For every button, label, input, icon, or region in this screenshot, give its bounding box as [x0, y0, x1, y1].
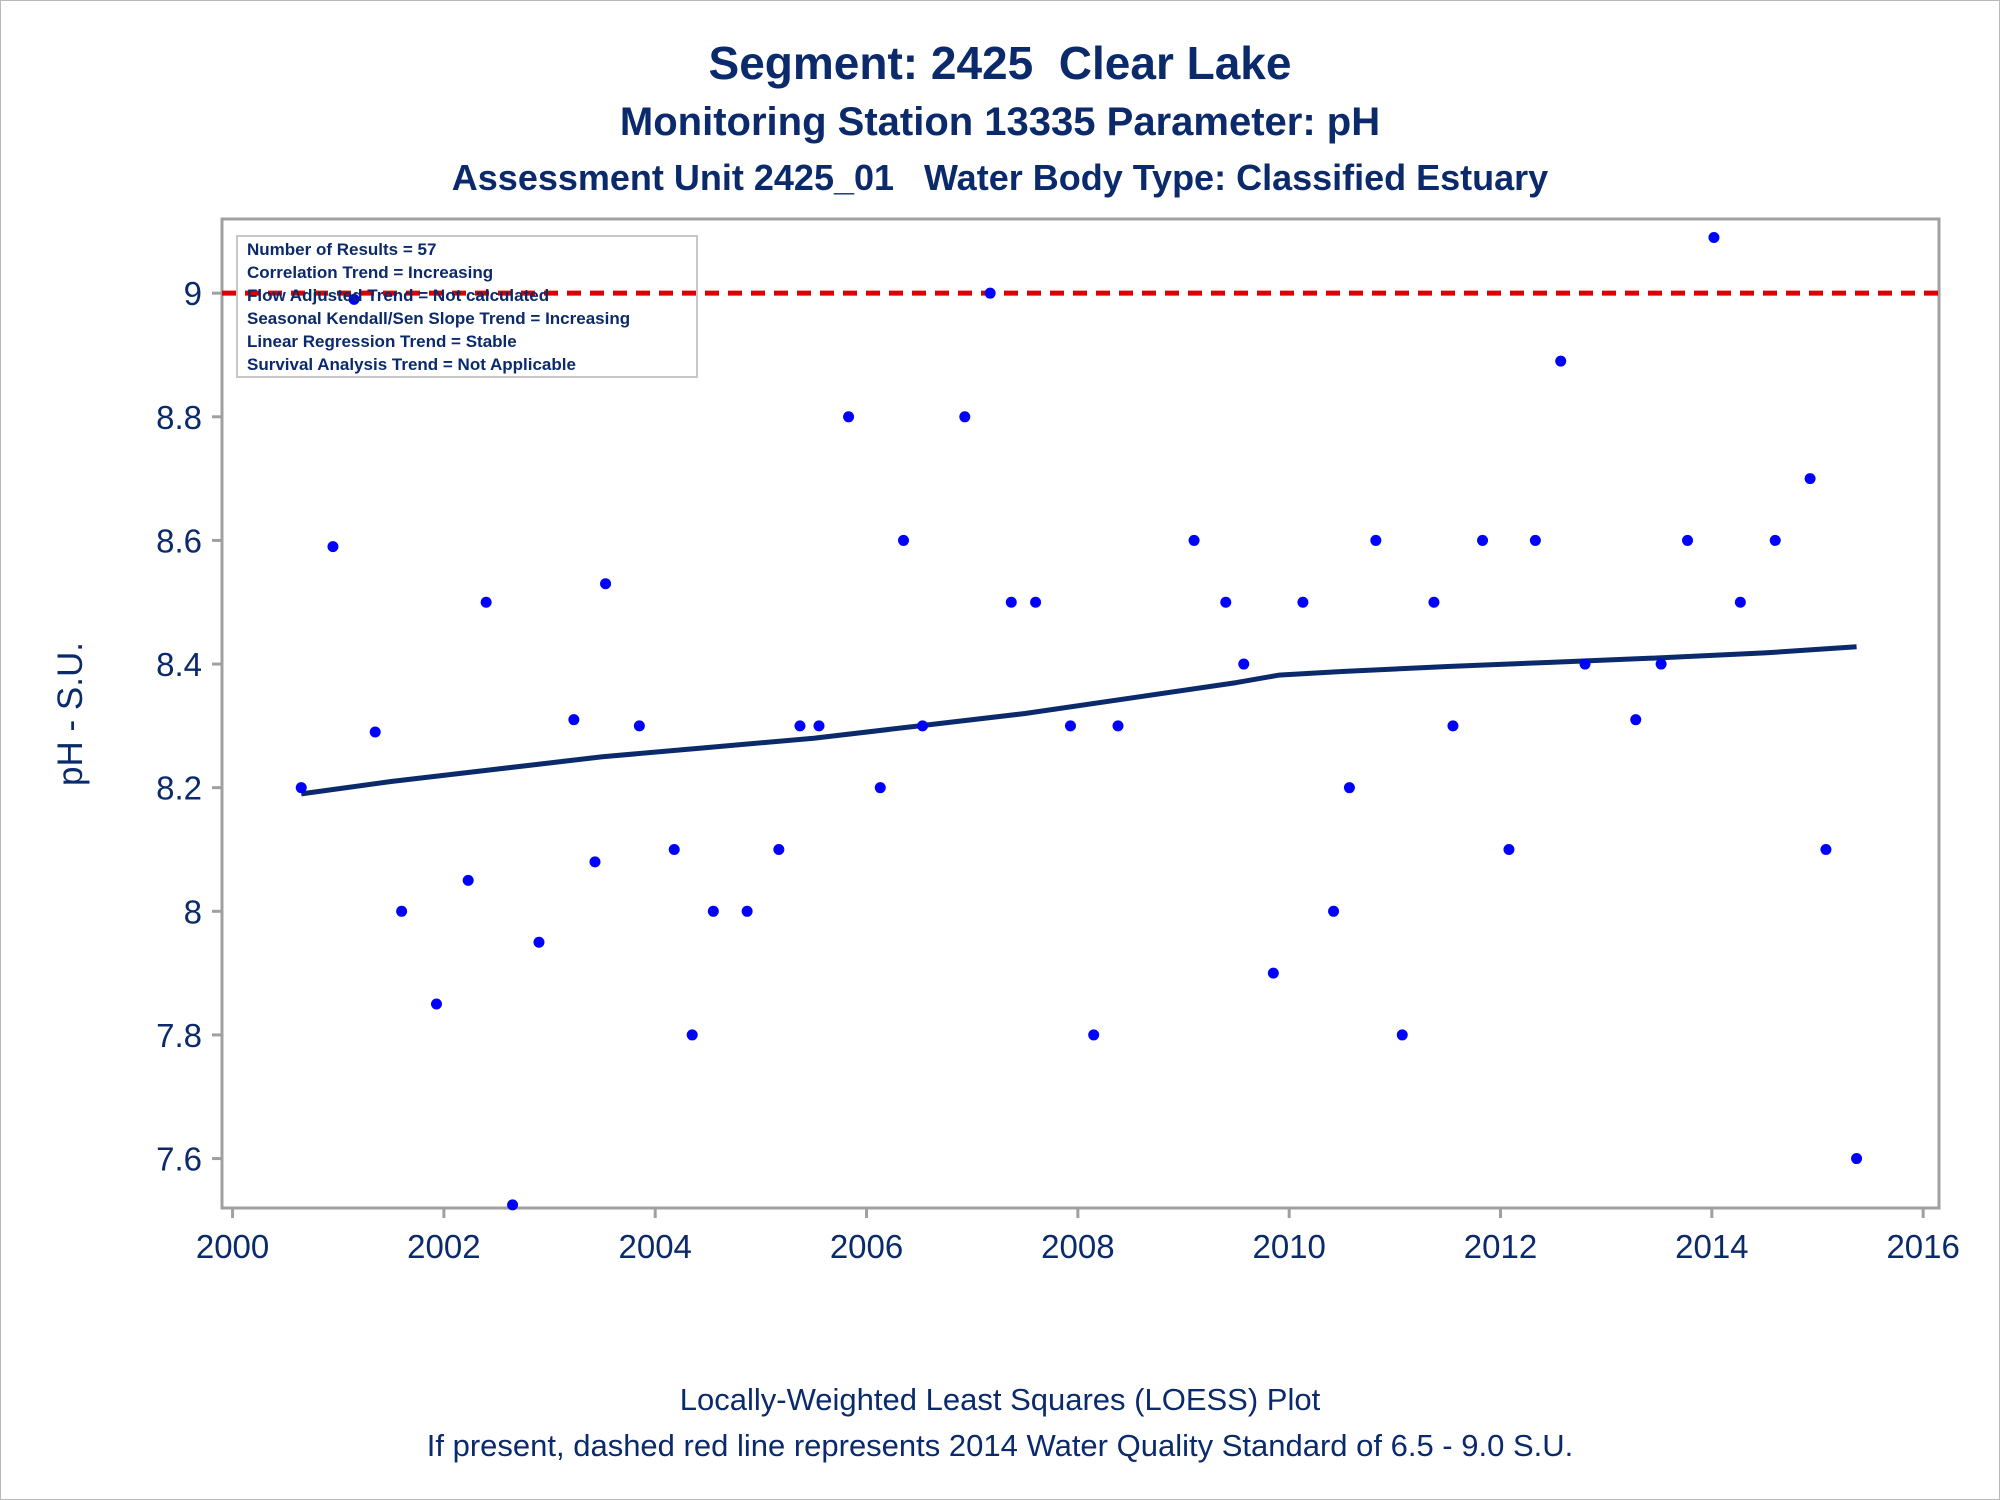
x-tick-label: 2012: [1464, 1228, 1537, 1265]
x-tick-label: 2004: [619, 1228, 692, 1265]
y-tick-label: 8.6: [156, 522, 202, 559]
x-tick-label: 2006: [830, 1228, 903, 1265]
data-point: [1297, 596, 1309, 608]
data-point: [462, 874, 474, 886]
data-point: [843, 411, 855, 423]
data-point: [369, 726, 381, 738]
data-point: [396, 905, 408, 917]
data-point: [1238, 658, 1250, 670]
data-point: [959, 411, 971, 423]
stats-line-regression: Linear Regression Trend = Stable: [247, 332, 517, 351]
stats-line-correlation: Correlation Trend = Increasing: [247, 263, 493, 282]
y-axis: 7.6 7.8 8 8.2 8.4 8.6 8.8 9: [156, 275, 222, 1178]
x-tick-label: 2000: [196, 1228, 269, 1265]
chart-subtitle-assessment: Assessment Unit 2425_01 Water Body Type:…: [451, 157, 1549, 198]
data-point: [507, 1199, 519, 1211]
data-point: [1734, 596, 1746, 608]
stats-line-count: Number of Results = 57: [247, 240, 436, 259]
x-tick-label: 2014: [1675, 1228, 1748, 1265]
x-axis: 2000 2002 2004 2006 2008 2010 2012 2014 2016: [196, 1208, 1960, 1265]
data-point: [568, 714, 580, 726]
data-point: [295, 782, 307, 794]
data-point: [1428, 596, 1440, 608]
data-point: [813, 720, 825, 732]
y-tick-label: 8.4: [156, 646, 202, 683]
data-point: [686, 1029, 698, 1041]
data-point: [773, 843, 785, 855]
data-points: [295, 232, 1863, 1211]
data-point: [794, 720, 806, 732]
data-point: [1064, 720, 1076, 732]
data-point: [1769, 534, 1781, 546]
y-tick-label: 9: [184, 275, 202, 312]
data-point: [1370, 534, 1382, 546]
data-point: [741, 905, 753, 917]
data-point: [1030, 596, 1042, 608]
data-point: [1477, 534, 1489, 546]
stats-line-kendall: Seasonal Kendall/Sen Slope Trend = Incre…: [247, 309, 630, 328]
stats-box: [236, 235, 698, 378]
data-point: [1396, 1029, 1408, 1041]
data-point: [1343, 782, 1355, 794]
chart-title: Segment: 2425 Clear Lake: [708, 37, 1292, 89]
data-point: [1708, 232, 1720, 244]
data-point: [1447, 720, 1459, 732]
y-tick-label: 8: [184, 893, 202, 930]
data-point: [984, 287, 996, 299]
data-point: [1005, 596, 1017, 608]
data-point: [1328, 905, 1340, 917]
data-point: [1529, 534, 1541, 546]
stats-line-flow: Flow Adjusted Trend = Not calculated: [247, 286, 549, 305]
x-tick-label: 2016: [1886, 1228, 1959, 1265]
data-point: [1851, 1153, 1863, 1165]
y-tick-label: 7.6: [156, 1141, 202, 1178]
data-point: [668, 843, 680, 855]
data-point: [533, 936, 545, 948]
data-point: [1188, 534, 1200, 546]
data-point: [1820, 843, 1832, 855]
data-point: [1682, 534, 1694, 546]
chart-subtitle-station: Monitoring Station 13335 Parameter: pH: [619, 100, 1381, 144]
data-point: [1088, 1029, 1100, 1041]
x-tick-label: 2002: [407, 1228, 480, 1265]
y-tick-label: 7.8: [156, 1017, 202, 1054]
data-point: [917, 720, 929, 732]
data-point: [874, 782, 886, 794]
data-point: [1579, 658, 1591, 670]
loess-trend-line: [300, 644, 1857, 797]
data-point: [1804, 473, 1816, 485]
y-axis-label: pH - S.U.: [51, 642, 90, 786]
x-tick-label: 2010: [1252, 1228, 1325, 1265]
data-point: [1220, 596, 1232, 608]
data-point: [1630, 714, 1642, 726]
x-tick-label: 2008: [1041, 1228, 1114, 1265]
data-point: [348, 293, 360, 305]
data-point: [327, 541, 339, 553]
data-point: [1267, 967, 1279, 979]
data-point: [1503, 843, 1515, 855]
data-point: [589, 856, 601, 868]
data-point: [480, 596, 492, 608]
data-point: [633, 720, 645, 732]
plot-area-border: [220, 217, 1941, 1210]
data-point: [1555, 355, 1567, 367]
data-point: [430, 998, 442, 1010]
footnote-standard: If present, dashed red line represents 2…: [426, 1428, 1574, 1463]
data-point: [707, 905, 719, 917]
data-point: [600, 578, 612, 590]
data-point: [898, 534, 910, 546]
data-point: [1655, 658, 1667, 670]
footnote-loess: Locally-Weighted Least Squares (LOESS) P…: [679, 1382, 1321, 1417]
y-tick-label: 8.8: [156, 399, 202, 436]
y-tick-label: 8.2: [156, 770, 202, 807]
data-point: [1112, 720, 1124, 732]
stats-line-survival: Survival Analysis Trend = Not Applicable: [247, 355, 576, 374]
